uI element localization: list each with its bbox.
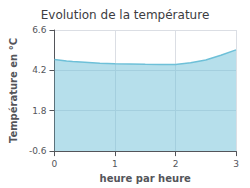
svg-text:6.6: 6.6 [32,25,47,35]
svg-text:heure par heure: heure par heure [100,173,191,184]
svg-text:1: 1 [112,159,118,169]
svg-text:1.8: 1.8 [32,106,47,116]
svg-text:4.2: 4.2 [32,65,46,75]
svg-text:Evolution de la température: Evolution de la température [41,8,210,22]
svg-text:3: 3 [233,159,239,169]
svg-text:0: 0 [52,159,58,169]
svg-text:-0.6: -0.6 [29,146,47,156]
svg-text:Température en °C: Température en °C [8,38,19,143]
svg-text:2: 2 [173,159,179,169]
